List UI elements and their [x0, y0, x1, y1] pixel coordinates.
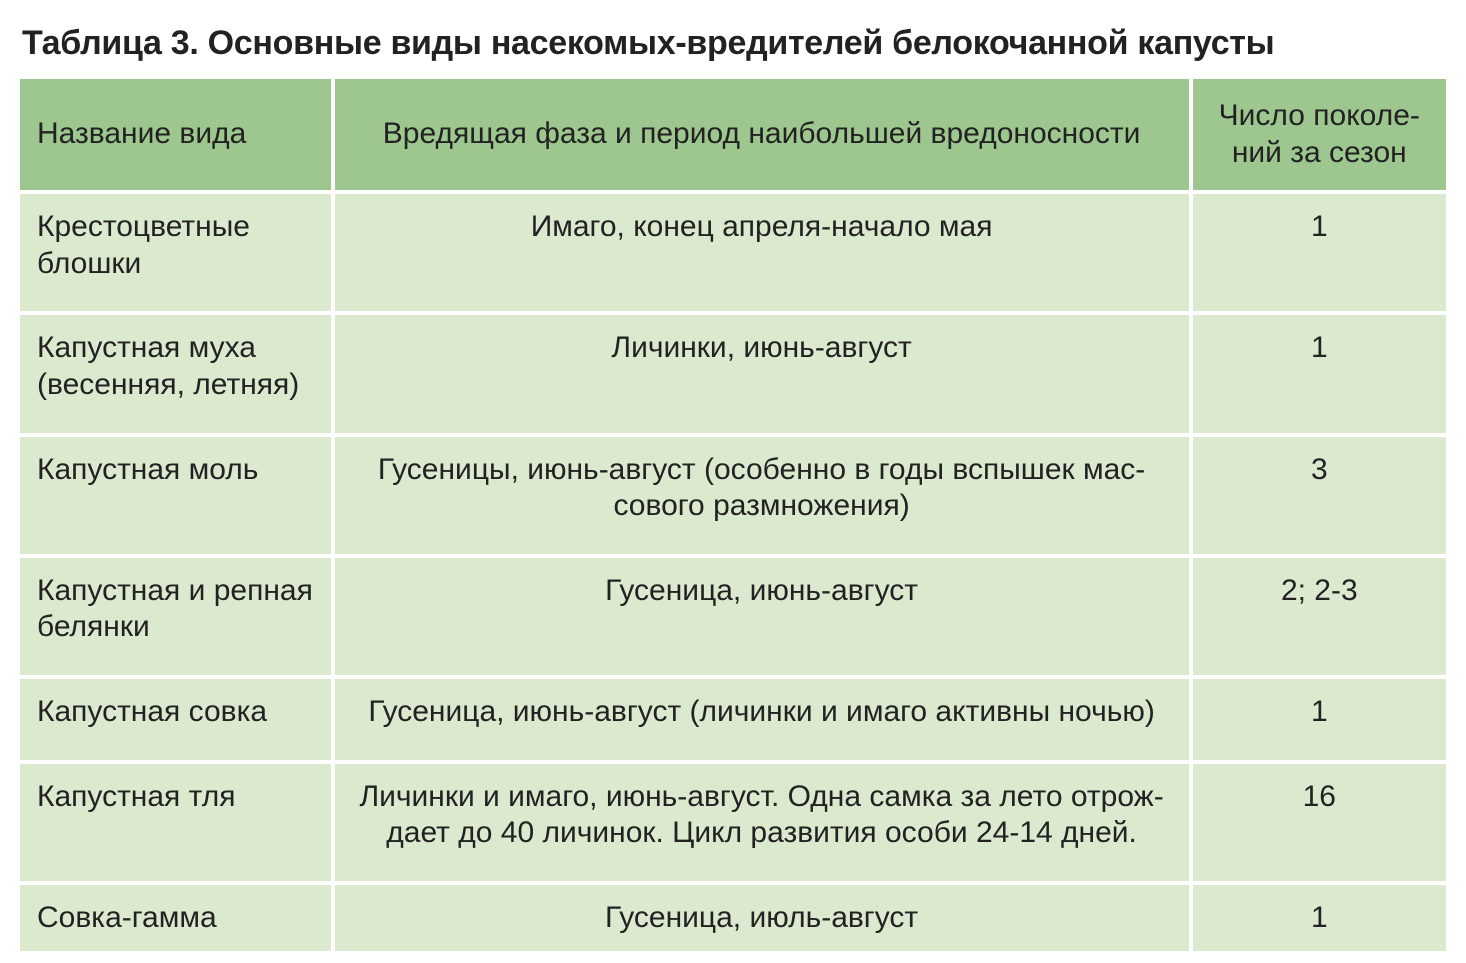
table-cell: Гусеницы, июнь-август (особенно в годы в… [333, 435, 1191, 556]
table-cell: Гусеница, июнь-август [333, 556, 1191, 677]
table-cell: Капустная совка [18, 677, 333, 762]
header-cell-2: Число поколе­ний за сезон [1191, 77, 1448, 192]
table-row: Капустная тляЛичинки и имаго, июнь-авгус… [18, 762, 1448, 883]
table-cell: Капустная и репная белянки [18, 556, 333, 677]
table-row: Капустная муха (ве­сенняя, летняя)Личинк… [18, 313, 1448, 434]
table-cell: Личинки и имаго, июнь-август. Одна самка… [333, 762, 1191, 883]
cell-text: Гусеница, июнь-август (личинки и имаго а… [336, 680, 1188, 759]
cell-text: Совка-гамма [21, 886, 330, 951]
cell-text: Крестоцветные блошки [21, 195, 330, 310]
header-cell-1: Вредящая фаза и период наибольшей вредон… [333, 77, 1191, 192]
table-cell: Совка-гамма [18, 883, 333, 954]
header-cell-0: Название вида [18, 77, 333, 192]
cell-text: Гусеницы, июнь-август (особенно в годы в… [336, 438, 1188, 553]
cell-text: 16 [1194, 765, 1445, 844]
cell-text: 2; 2-3 [1194, 559, 1445, 638]
cell-text: 1 [1194, 316, 1445, 395]
table-cell: 2; 2-3 [1191, 556, 1448, 677]
table-row: Совка-гаммаГусеница, июль-август1 [18, 883, 1448, 954]
table-cell: 1 [1191, 192, 1448, 313]
table-cell: Капустная моль [18, 435, 333, 556]
table-row: Крестоцветные блошкиИмаго, конец апреля-… [18, 192, 1448, 313]
table-cell: 1 [1191, 883, 1448, 954]
pest-table: Название вида Вредящая фаза и период наи… [18, 77, 1448, 953]
table-row: Капустная совкаГусеница, июнь-август (ли… [18, 677, 1448, 762]
cell-text: Капустная муха (ве­сенняя, летняя) [21, 316, 330, 431]
table-body: Крестоцветные блошкиИмаго, конец апреля-… [18, 192, 1448, 953]
table-cell: Гусеница, июнь-август (личинки и имаго а… [333, 677, 1191, 762]
cell-text: Личинки и имаго, июнь-август. Одна самка… [336, 765, 1188, 880]
header-label-2: Число поколе­ний за сезон [1194, 80, 1445, 189]
cell-text: Гусеница, июнь-август [336, 559, 1188, 638]
table-cell: Гусеница, июль-август [333, 883, 1191, 954]
table-cell: Личинки, июнь-август [333, 313, 1191, 434]
header-row: Название вида Вредящая фаза и период наи… [18, 77, 1448, 192]
header-label-1: Вредящая фаза и период наибольшей вредон… [336, 98, 1188, 171]
table-cell: Капустная тля [18, 762, 333, 883]
table-row: Капустная и репная белянкиГусеница, июнь… [18, 556, 1448, 677]
header-label-0: Название вида [21, 98, 330, 171]
table-row: Капустная мольГусеницы, июнь-август (осо… [18, 435, 1448, 556]
cell-text: 1 [1194, 195, 1445, 274]
table-cell: Капустная муха (ве­сенняя, летняя) [18, 313, 333, 434]
table-cell: Имаго, конец апреля-начало мая [333, 192, 1191, 313]
cell-text: Гусеница, июль-август [336, 886, 1188, 951]
cell-text: Капустная и репная белянки [21, 559, 330, 674]
cell-text: Капустная совка [21, 680, 330, 759]
table-cell: 1 [1191, 313, 1448, 434]
cell-text: 1 [1194, 680, 1445, 759]
table-cell: 1 [1191, 677, 1448, 762]
table-cell: 3 [1191, 435, 1448, 556]
cell-text: Капустная тля [21, 765, 330, 844]
cell-text: Личинки, июнь-август [336, 316, 1188, 395]
table-container: Таблица 3. Основные виды насекомых-вреди… [0, 0, 1466, 963]
table-title: Таблица 3. Основные виды насекомых-вреди… [22, 24, 1448, 63]
table-cell: Крестоцветные блошки [18, 192, 333, 313]
table-cell: 16 [1191, 762, 1448, 883]
cell-text: 3 [1194, 438, 1445, 517]
cell-text: Капустная моль [21, 438, 330, 517]
cell-text: Имаго, конец апреля-начало мая [336, 195, 1188, 274]
cell-text: 1 [1194, 886, 1445, 951]
